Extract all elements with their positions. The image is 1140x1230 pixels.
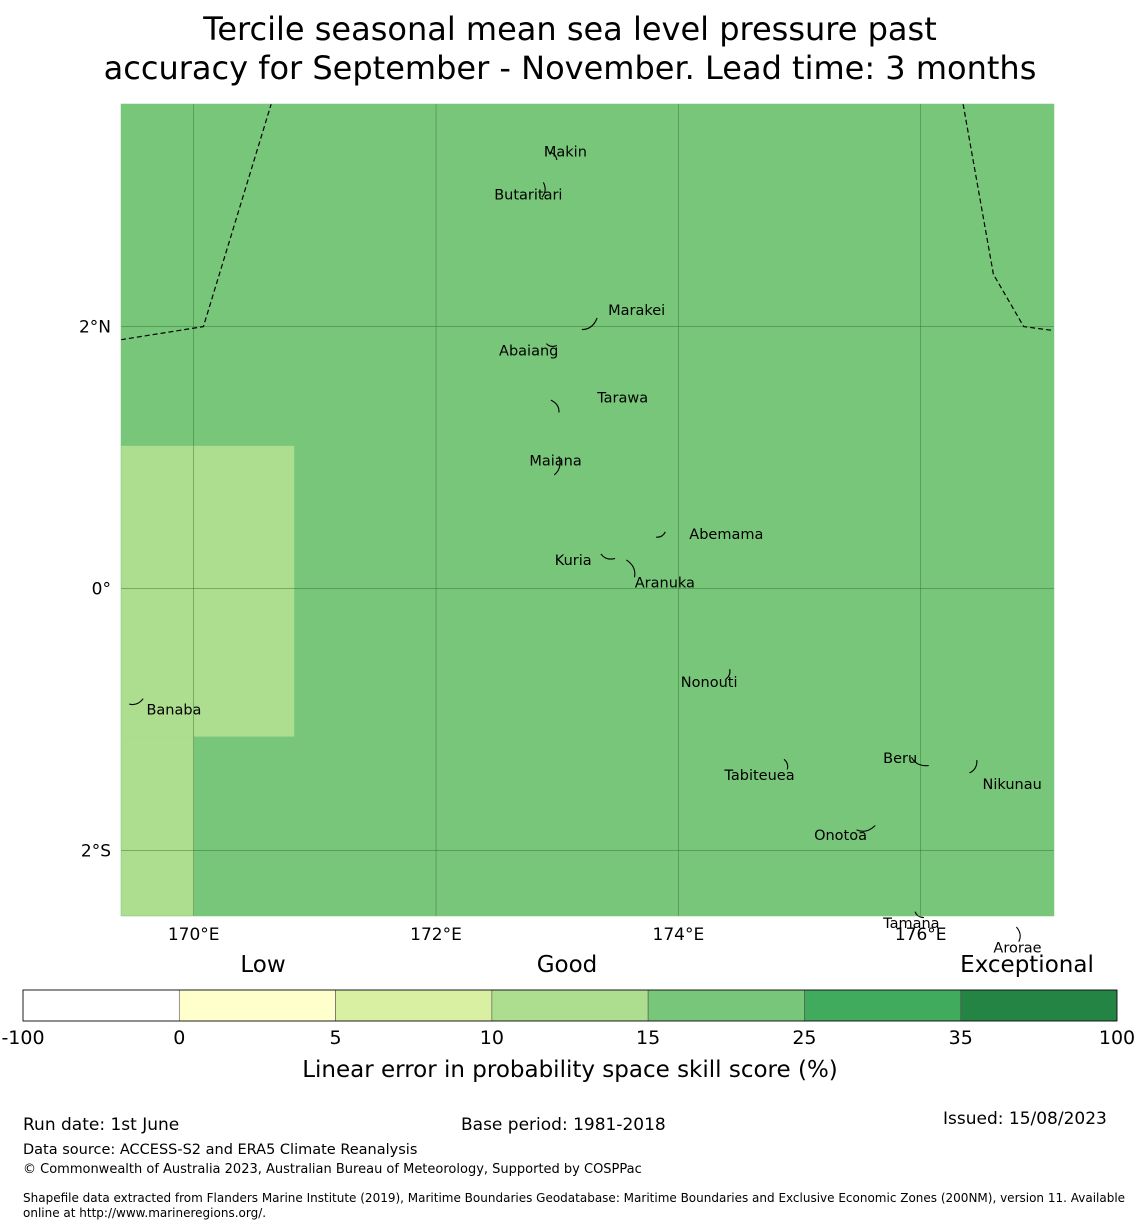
lon-tick-label: 170°E bbox=[168, 925, 220, 945]
island-label: Tamana bbox=[882, 916, 939, 932]
lon-tick-label: 172°E bbox=[410, 925, 462, 945]
island-label: Beru bbox=[883, 751, 917, 767]
island-outline bbox=[550, 399, 560, 413]
island-outline bbox=[129, 698, 144, 706]
island-outline bbox=[600, 553, 616, 560]
eez-boundary-line bbox=[120, 103, 272, 341]
colorbar-tick-label: 15 bbox=[636, 1027, 660, 1049]
colorbar-tick-label: 25 bbox=[792, 1027, 816, 1049]
data-source: Data source: ACCESS-S2 and ERA5 Climate … bbox=[23, 1142, 418, 1158]
island-outline bbox=[546, 343, 558, 347]
colorbar-tick-label: 0 bbox=[173, 1027, 185, 1049]
island-outline bbox=[783, 758, 789, 770]
island-label: Tabiteuea bbox=[723, 768, 794, 784]
map-title-line-2: accuracy for September - November. Lead … bbox=[103, 49, 1037, 87]
lon-tick-label: 174°E bbox=[653, 925, 705, 945]
shapefile-credit: Shapefile data extracted from Flanders M… bbox=[23, 1191, 1126, 1220]
island-label: Nonouti bbox=[681, 675, 738, 691]
island-label: Tarawa bbox=[596, 391, 648, 407]
colorbar-segment bbox=[647, 989, 805, 1022]
island-outline bbox=[725, 669, 731, 680]
colorbar-category-label: Exceptional bbox=[960, 952, 1094, 978]
colorbar-tick-label: 5 bbox=[330, 1027, 342, 1049]
island-outline bbox=[1015, 926, 1021, 942]
lon-tick-label: 176°E bbox=[895, 925, 947, 945]
island-label: Kuria bbox=[555, 553, 592, 569]
island-label: Aranuka bbox=[635, 575, 695, 591]
colorbar-category-label: Good bbox=[537, 952, 598, 978]
colorbar: -100 0 5 10 15 25 35 100 Low Good Exceptional Linea… bbox=[1, 952, 1135, 1083]
colorbar-tick-label: 35 bbox=[949, 1027, 973, 1049]
colorbar-segment bbox=[804, 989, 962, 1022]
island-outline bbox=[969, 759, 978, 774]
island-label: Arorae bbox=[993, 941, 1041, 957]
colorbar-tick-label: -100 bbox=[1, 1027, 44, 1049]
island-outline bbox=[910, 756, 929, 767]
colorbar-segment bbox=[178, 989, 336, 1022]
island-outline bbox=[856, 825, 876, 832]
colorbar-segment bbox=[22, 989, 180, 1022]
island-outline bbox=[626, 559, 636, 578]
eez-boundary-line bbox=[962, 103, 1055, 332]
island-label: Nikunau bbox=[983, 777, 1042, 793]
island-outline bbox=[656, 531, 666, 538]
island-label: Abemama bbox=[689, 527, 763, 543]
map-frame bbox=[120, 103, 1055, 917]
issued-date: Issued: 15/08/2023 bbox=[943, 1109, 1107, 1129]
skill-map: Makin Butaritari Marakei Abaiang Tarawa Maian… bbox=[1, 103, 1135, 1083]
island-label: Banaba bbox=[146, 702, 201, 718]
colorbar-axis-label: Linear error in probability space skill … bbox=[302, 1057, 838, 1083]
island-label: Marakei bbox=[608, 303, 665, 319]
island-outline bbox=[541, 182, 546, 198]
run-date: Run date: 1st June bbox=[23, 1115, 180, 1135]
colorbar-tick-label: 100 bbox=[1099, 1027, 1135, 1049]
map-title: Tercile seasonal mean sea level pressure… bbox=[0, 10, 1140, 88]
island-label: Abaiang bbox=[499, 344, 558, 360]
map-title-line-1: Tercile seasonal mean sea level pressure… bbox=[203, 10, 937, 48]
colorbar-tick-label: 10 bbox=[480, 1027, 504, 1049]
lat-tick-label: 2°S bbox=[81, 842, 111, 862]
lat-tick-label: 0° bbox=[92, 580, 111, 600]
colorbar-segment bbox=[960, 989, 1118, 1022]
island-outline bbox=[581, 317, 598, 331]
island-label: Makin bbox=[544, 144, 587, 160]
base-period: Base period: 1981-2018 bbox=[461, 1115, 666, 1135]
colorbar-category-label: Low bbox=[240, 952, 285, 978]
map-layer: Makin Butaritari Marakei Abaiang Tarawa Maian… bbox=[79, 103, 1055, 957]
lat-tick-label: 2°N bbox=[79, 318, 111, 338]
colorbar-segment bbox=[491, 989, 649, 1022]
island-label: Onotoa bbox=[814, 828, 867, 844]
colorbar-frame bbox=[22, 989, 1118, 1022]
island-label: Butaritari bbox=[494, 188, 562, 204]
copyright-notice: © Commonwealth of Australia 2023, Austra… bbox=[23, 1162, 642, 1177]
island-outline bbox=[549, 151, 558, 161]
island-outline bbox=[553, 456, 561, 476]
island-label: Maiana bbox=[529, 454, 581, 470]
skill-patch bbox=[121, 445, 295, 737]
skill-patch bbox=[121, 736, 194, 916]
colorbar-segment bbox=[335, 989, 493, 1022]
